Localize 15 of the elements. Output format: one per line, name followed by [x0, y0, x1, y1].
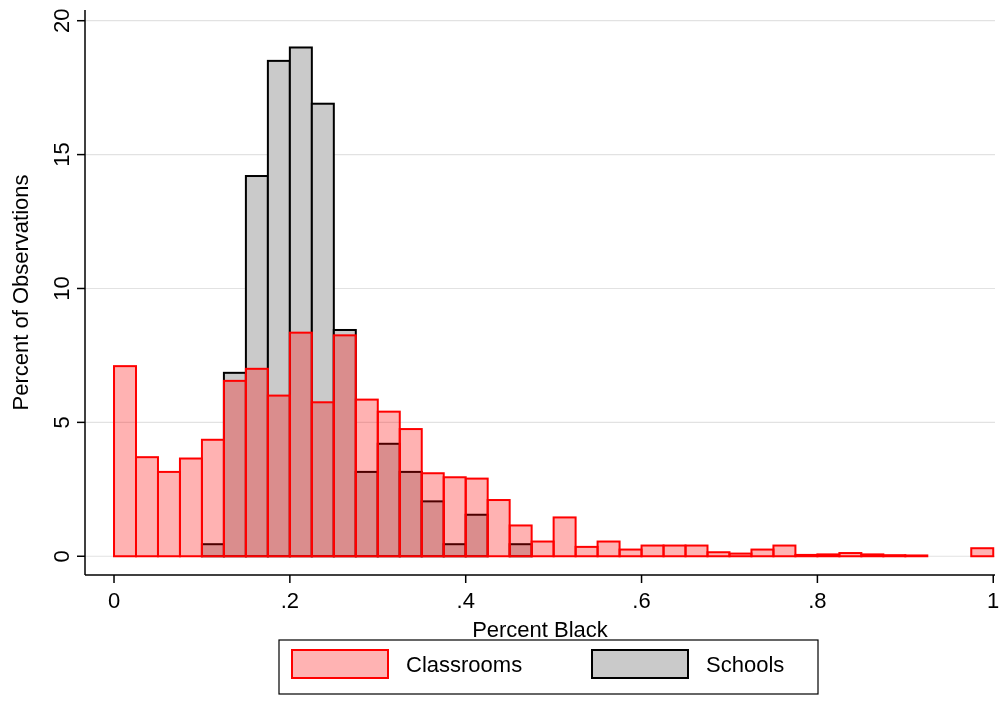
x-tick-label: .4 [456, 588, 475, 613]
y-tick-label: 5 [49, 416, 74, 429]
x-axis-title: Percent Black [472, 617, 609, 642]
y-tick-label: 20 [49, 8, 74, 33]
x-tick-label: 1 [987, 588, 1000, 613]
y-tick-label: 10 [49, 276, 74, 301]
legend-label: Classrooms [406, 652, 523, 677]
x-tick-label: .8 [808, 588, 827, 613]
y-tick-label: 15 [49, 142, 74, 167]
x-tick-label: 0 [107, 588, 121, 613]
y-axis-title: Percent of Observations [8, 174, 33, 411]
y-tick-label: 0 [49, 550, 74, 563]
x-tick-label: .6 [632, 588, 651, 613]
legend-label: Schools [706, 652, 785, 677]
x-tick-label: .2 [280, 588, 300, 613]
